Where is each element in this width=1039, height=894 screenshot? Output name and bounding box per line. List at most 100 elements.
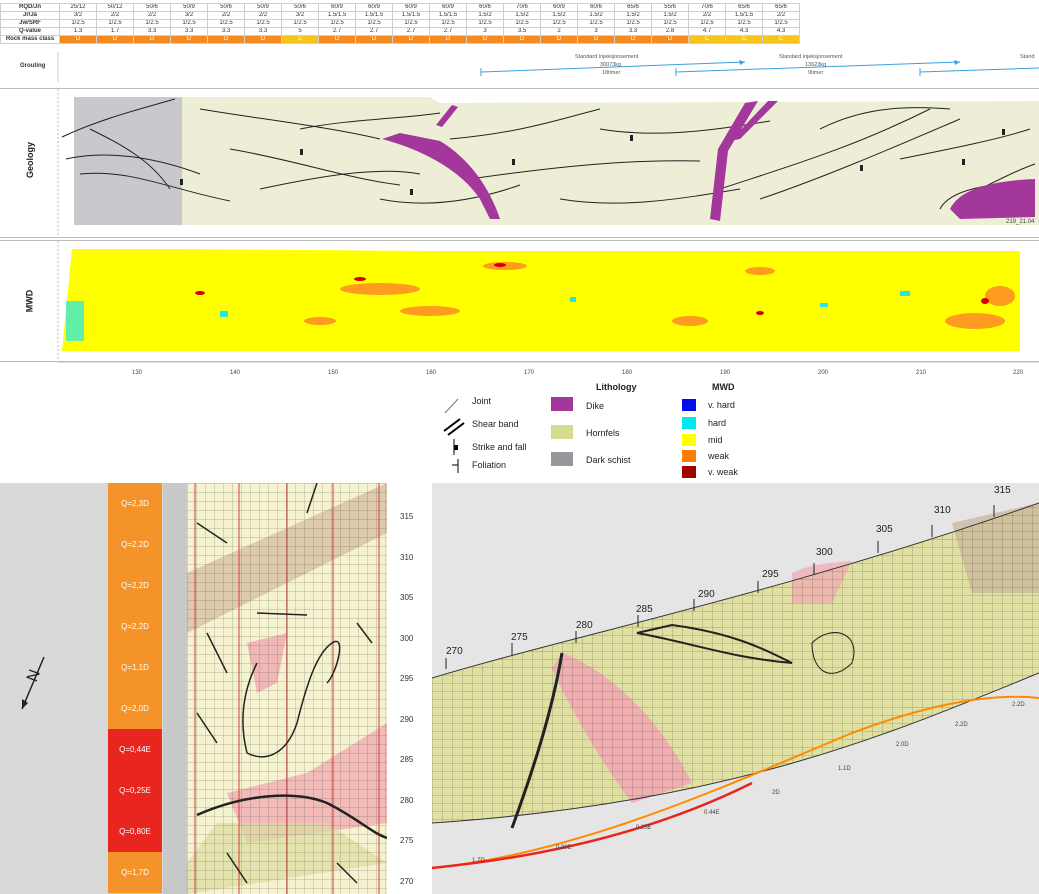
tunnel-3d-view: [432, 483, 1039, 894]
table-cell: 1/2.5: [392, 19, 430, 28]
rock-class-cell: D: [429, 35, 467, 44]
table-cell: 60/9: [540, 3, 578, 12]
tunnel-chainage-label: 310: [934, 505, 951, 516]
table-cell: 1/2.5: [577, 19, 615, 28]
rock-class-cell: D: [614, 35, 652, 44]
legend-hard: hard: [708, 418, 727, 428]
path-q-label: 1.7D: [472, 858, 485, 864]
rock-class-cell: D: [244, 35, 282, 44]
grouting-label: Grouting: [20, 63, 46, 69]
row-label: Rock mass class: [0, 35, 60, 44]
table-cell: 50/9: [170, 3, 208, 12]
geology-stamp: 219_21.04: [1006, 219, 1035, 225]
axis-tick: 130: [132, 370, 143, 376]
rock-class-cell: D: [318, 35, 356, 44]
dike-4: [730, 101, 778, 141]
mwd-panel: MWD: [0, 240, 1039, 362]
table-cell: 3/2: [281, 11, 319, 20]
grouting-arrows: [57, 52, 1039, 82]
joint-lines: [61, 98, 1036, 210]
table-cell: 60/6: [577, 3, 615, 12]
table-cell: 1.5/2: [577, 11, 615, 20]
chainage-label: 290: [400, 714, 414, 724]
table-cell: 3.3: [133, 27, 171, 36]
table-cell: 50/6: [207, 3, 245, 12]
table-cell: 3.3: [614, 27, 652, 36]
table-cell: 1/2.5: [429, 19, 467, 28]
table-cell: 1/2.5: [281, 19, 319, 28]
rock-class-cell: D: [466, 35, 504, 44]
table-cell: 1/2.5: [96, 19, 134, 28]
table-cell: 3.5: [503, 27, 541, 36]
hornfels-swatch: [551, 425, 573, 439]
dike-swatch: [551, 397, 573, 411]
mwd-very-weak-zones: [195, 263, 989, 315]
table-cell: 1.5/1.5: [725, 11, 763, 20]
rock-class-cell: D: [355, 35, 393, 44]
legend-strike: Strike and fall: [472, 442, 527, 452]
q-value-cell: Q=1,7D: [108, 852, 162, 894]
table-cell: 2/2: [133, 11, 171, 20]
grout-title-1: Standard injeksjonsement: [575, 54, 639, 60]
table-cell: 65/6: [762, 3, 800, 12]
mid-swatch: [682, 434, 696, 446]
chainage-label: 275: [400, 836, 414, 845]
table-cell: 1/2.5: [355, 19, 393, 28]
path-q-label: 0.80E: [556, 845, 572, 851]
axis-tick: 210: [916, 370, 927, 376]
table-cell: 65/6: [614, 3, 652, 12]
tunnel-chainage-label: 290: [698, 589, 715, 600]
chainage-label: 300: [400, 633, 414, 643]
rock-class-cell: D: [170, 35, 208, 44]
table-cell: 1.5/1.5: [318, 11, 356, 20]
chainage-label: 295: [400, 674, 414, 683]
q-value-cell: Q=0,44E: [108, 729, 162, 771]
table-cell: 1/2.5: [133, 19, 171, 28]
rock-class-cell: D: [96, 35, 134, 44]
table-cell: 60/9: [318, 3, 356, 12]
table-cell: 1/2.5: [59, 19, 97, 28]
tunnel-chainage-label: 315: [994, 485, 1011, 496]
svg-text:N: N: [24, 667, 44, 684]
path-q-label: 2.2D: [955, 722, 968, 728]
table-cell: 1/2.5: [651, 19, 689, 28]
grout-title-3: Stand: [1020, 54, 1035, 60]
rock-class-cell: D: [651, 35, 689, 44]
table-cell: 70/6: [503, 3, 541, 12]
table-cell: 1.5/2: [651, 11, 689, 20]
dike-5: [950, 179, 1035, 219]
dark-schist-swatch: [551, 452, 573, 466]
chainage-label: 270: [400, 876, 414, 886]
table-cell: 2.7: [429, 27, 467, 36]
table-cell: 2/2: [207, 11, 245, 20]
table-cell: 1/2.5: [614, 19, 652, 28]
dike-3: [710, 101, 758, 221]
q-value-cell: Q=2,0D: [108, 688, 162, 730]
rock-class-cell: C: [762, 35, 800, 44]
grout-time-1: 18timer: [602, 70, 621, 76]
table-cell: 1.5/1.5: [392, 11, 430, 20]
unfolded-tunnel-view: N: [0, 483, 428, 894]
axis-tick: 150: [328, 370, 339, 376]
table-cell: 3.3: [170, 27, 208, 36]
table-cell: 1.7: [96, 27, 134, 36]
table-cell: 2.7: [392, 27, 430, 36]
table-cell: 50/9: [244, 3, 282, 12]
tunnel-map-grid: [187, 483, 387, 894]
path-q-label: 0.44E: [704, 810, 720, 816]
legend-v-hard: v. hard: [708, 400, 735, 410]
axis-tick: 140: [230, 370, 241, 376]
table-cell: 2.7: [355, 27, 393, 36]
legend-mid: mid: [708, 435, 723, 445]
table-cell: 4.3: [725, 27, 763, 36]
tunnel-chainage-label: 270: [446, 646, 463, 657]
table-cell: 1/2.5: [762, 19, 800, 28]
chainage-label: 280: [400, 795, 414, 805]
legend-symbols: [443, 398, 465, 473]
chainage-label: 285: [400, 755, 414, 764]
path-q-label: 2.0D: [896, 742, 909, 748]
legend-dike: Dike: [586, 401, 605, 411]
rock-class-cell: D: [133, 35, 171, 44]
rock-class-cell: C: [725, 35, 763, 44]
joint-icon: [444, 398, 459, 414]
